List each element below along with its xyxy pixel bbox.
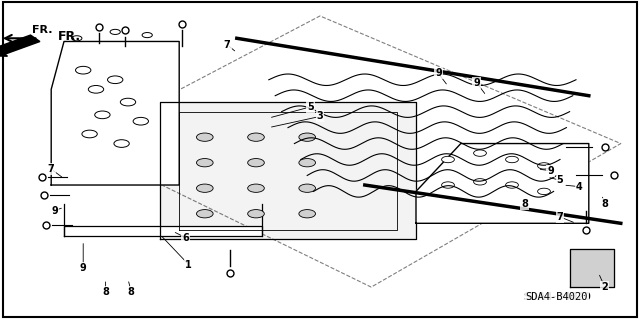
Circle shape (299, 184, 316, 192)
Polygon shape (416, 144, 589, 223)
Circle shape (114, 140, 129, 147)
Text: 9: 9 (51, 205, 58, 216)
Text: SDA4-B4020: SDA4-B4020 (525, 292, 588, 302)
Circle shape (442, 156, 454, 163)
Text: SDA4-B4020: SDA4-B4020 (523, 292, 591, 302)
Text: 3: 3 (317, 111, 323, 122)
Circle shape (506, 156, 518, 163)
Circle shape (196, 159, 213, 167)
Text: FR.: FR. (32, 25, 52, 35)
Text: 7: 7 (224, 40, 230, 50)
Circle shape (95, 111, 110, 119)
Text: 8: 8 (102, 287, 109, 297)
Circle shape (248, 184, 264, 192)
Circle shape (538, 188, 550, 195)
Text: 6: 6 (182, 233, 189, 243)
Circle shape (120, 98, 136, 106)
Circle shape (299, 159, 316, 167)
Circle shape (196, 184, 213, 192)
Text: 5: 5 (557, 175, 563, 185)
Circle shape (299, 133, 316, 141)
Text: 7: 7 (48, 164, 54, 174)
Text: 7: 7 (557, 212, 563, 222)
Text: 1: 1 (186, 260, 192, 270)
Circle shape (133, 117, 148, 125)
Circle shape (76, 66, 91, 74)
Text: 8: 8 (128, 287, 134, 297)
Polygon shape (51, 41, 179, 185)
Circle shape (142, 33, 152, 38)
Circle shape (538, 163, 550, 169)
Polygon shape (570, 249, 614, 287)
Circle shape (108, 76, 123, 84)
Text: FR.: FR. (58, 30, 81, 43)
Text: 9: 9 (435, 68, 442, 78)
Circle shape (474, 150, 486, 156)
Circle shape (72, 36, 82, 41)
Text: 5: 5 (307, 102, 314, 112)
Circle shape (474, 179, 486, 185)
Text: 9: 9 (474, 78, 480, 88)
Circle shape (248, 133, 264, 141)
Circle shape (299, 210, 316, 218)
Circle shape (248, 159, 264, 167)
Circle shape (88, 85, 104, 93)
Text: 4: 4 (576, 182, 582, 192)
Polygon shape (160, 102, 416, 239)
Circle shape (248, 210, 264, 218)
Circle shape (110, 29, 120, 34)
Polygon shape (64, 226, 262, 236)
Text: 2: 2 (602, 282, 608, 292)
Text: 9: 9 (547, 166, 554, 176)
Circle shape (196, 133, 213, 141)
Circle shape (82, 130, 97, 138)
Circle shape (196, 210, 213, 218)
Text: 9: 9 (80, 263, 86, 273)
Circle shape (506, 182, 518, 188)
FancyArrow shape (0, 35, 40, 56)
Text: 8: 8 (602, 199, 608, 209)
Text: 8: 8 (522, 199, 528, 209)
Circle shape (442, 182, 454, 188)
